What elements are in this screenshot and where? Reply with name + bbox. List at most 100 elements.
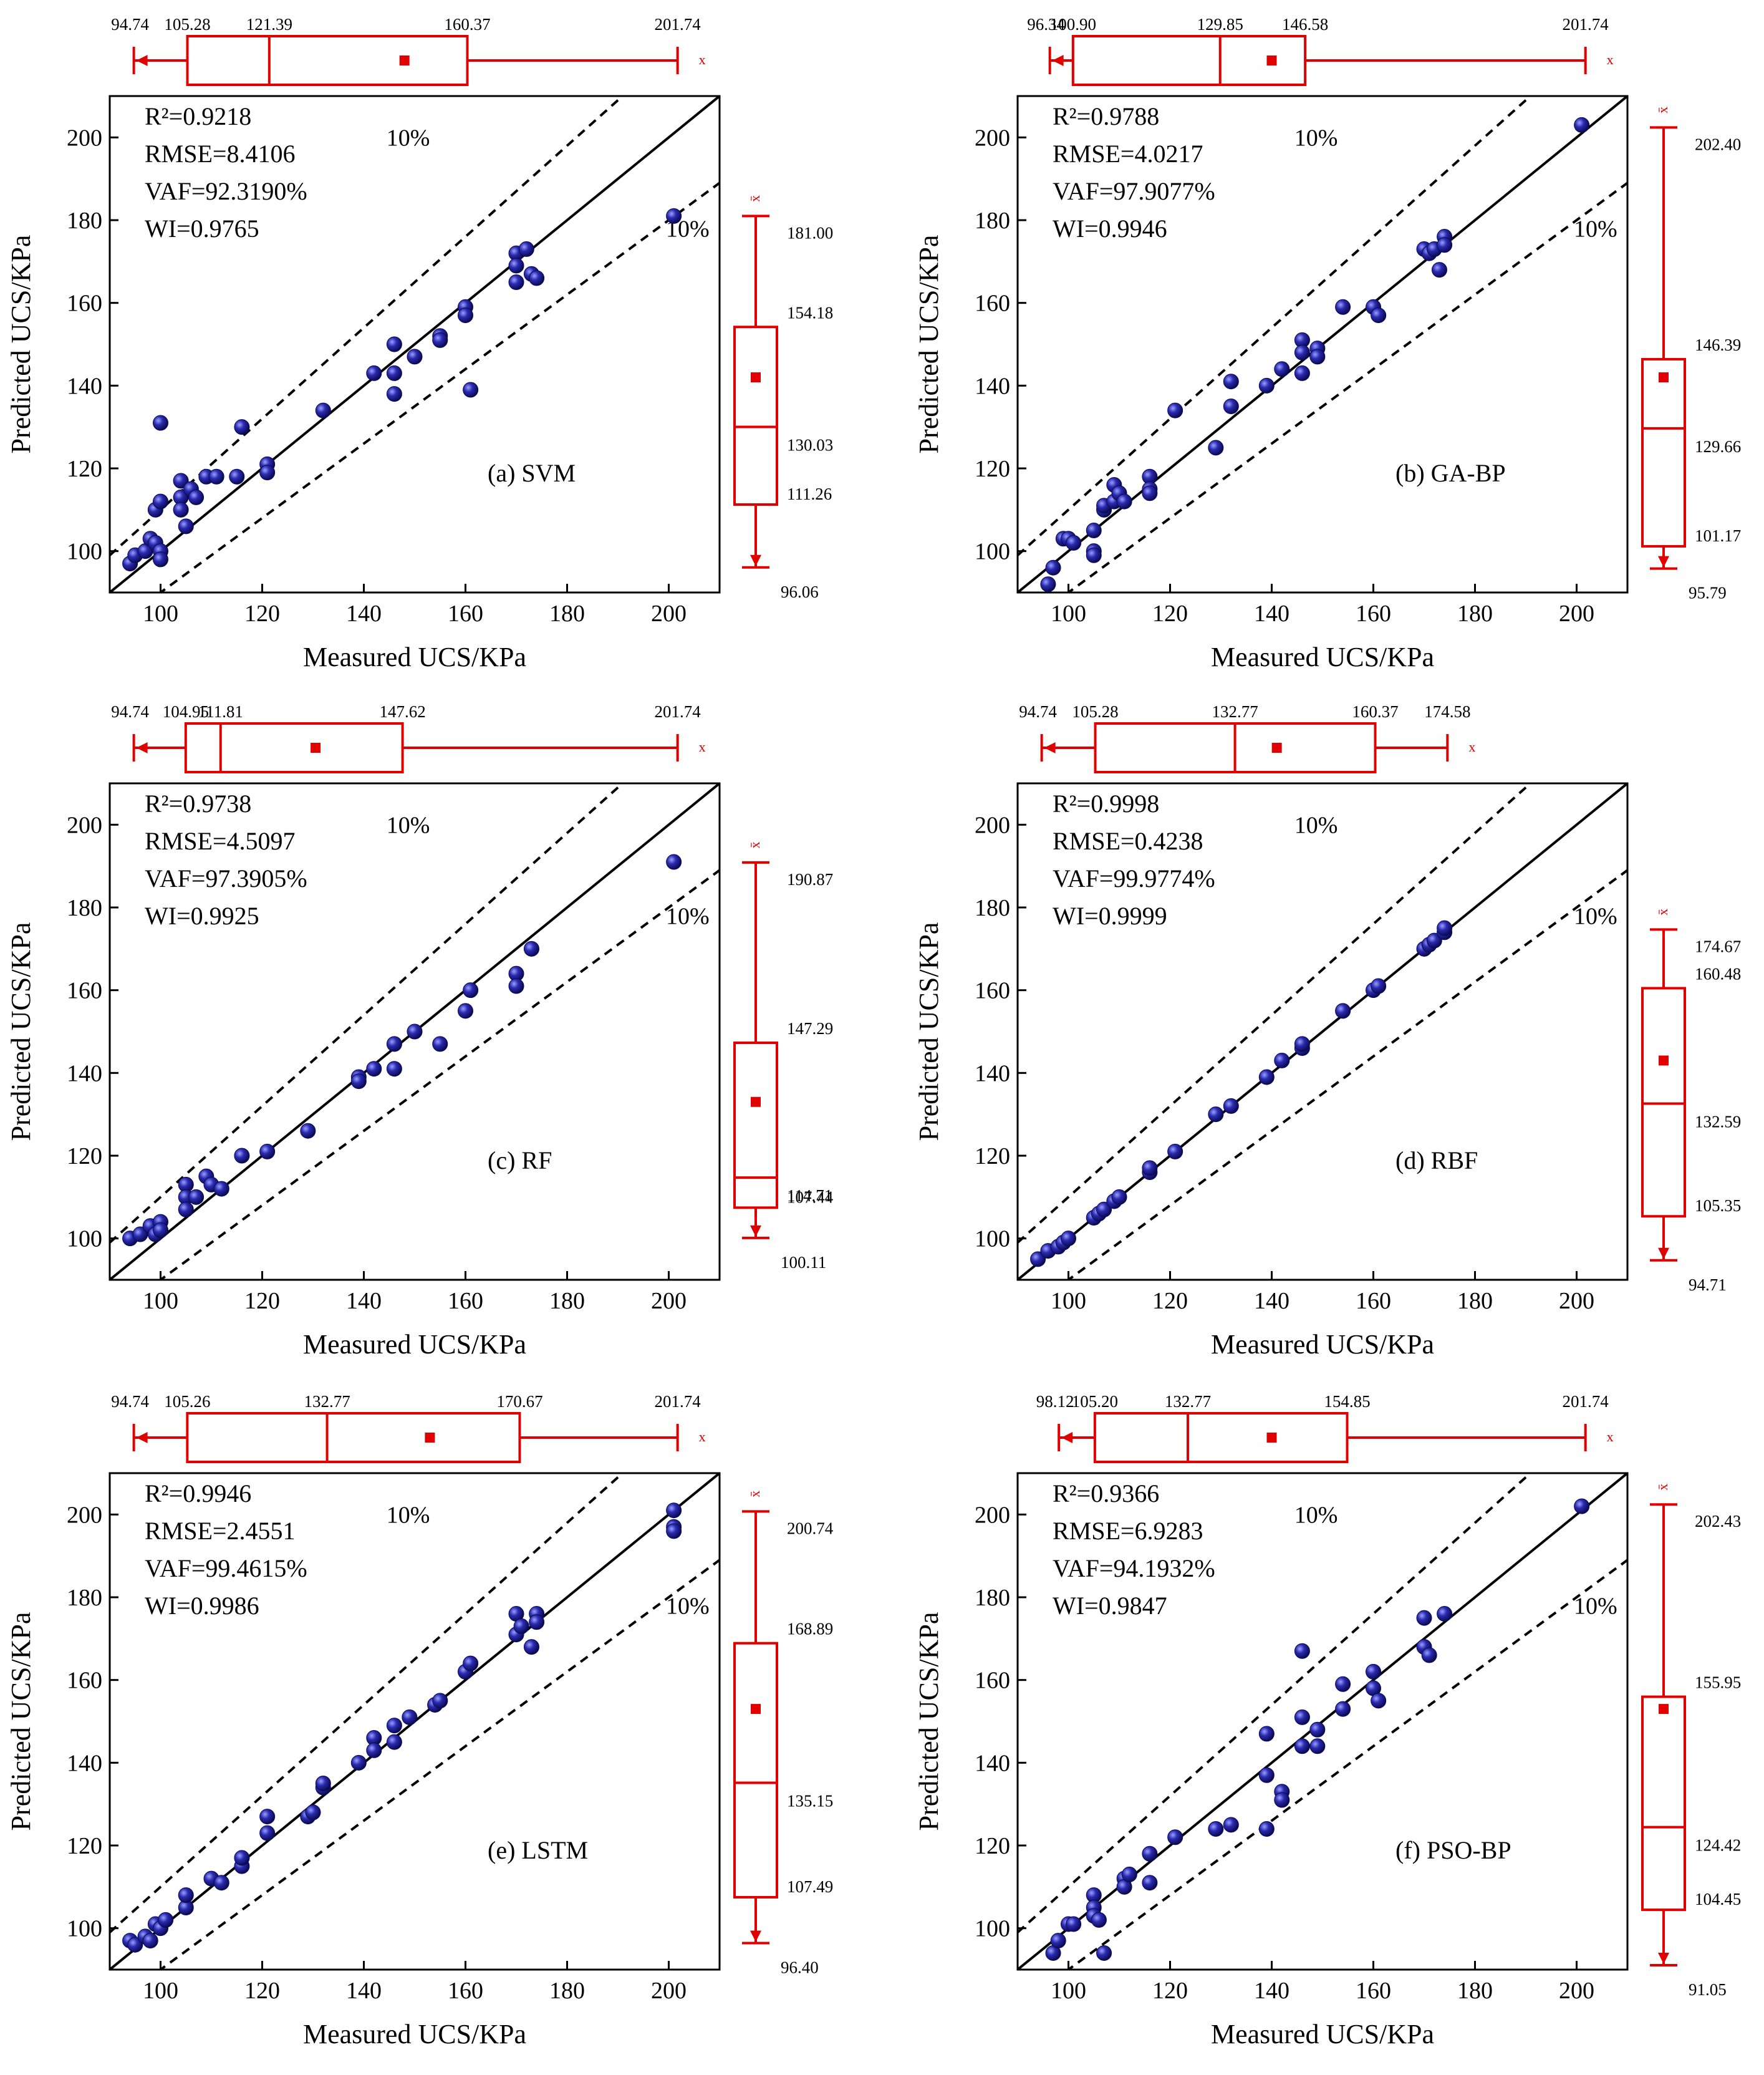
- x-tick-label: 120: [244, 1288, 280, 1314]
- x-mean-marker: [1271, 743, 1282, 753]
- y-q1-label: 111.26: [787, 485, 832, 503]
- x-arrow-low: [1061, 1432, 1073, 1443]
- y-q1-label: 107.44: [787, 1187, 834, 1206]
- y-arrow-low: [1658, 1247, 1669, 1259]
- y-axis-title: Predicted UCS/KPa: [913, 922, 944, 1141]
- data-point: [463, 982, 479, 999]
- y-tick-label: 140: [975, 373, 1010, 399]
- y-max-label: 174.67: [1695, 937, 1741, 955]
- x-q1-label: 105.28: [164, 15, 210, 34]
- upper-band-label: 10%: [387, 125, 430, 152]
- data-point: [1096, 1201, 1112, 1217]
- y-q3-label: 154.18: [787, 303, 833, 322]
- x-mean-key: x: [1607, 52, 1614, 67]
- y-axis-title: Predicted UCS/KPa: [6, 1612, 36, 1831]
- data-point: [1437, 1606, 1453, 1622]
- x-axis-title: Measured UCS/KPa: [303, 642, 526, 672]
- x-q1-label: 104.95: [163, 702, 209, 721]
- data-point: [1309, 1721, 1326, 1738]
- data-point: [1066, 534, 1082, 551]
- data-point: [458, 307, 473, 324]
- x-mean-key: x: [1607, 1429, 1614, 1444]
- data-point: [1258, 1767, 1275, 1783]
- panel-0: 100 120 140 160 180 200 100 120 140 160 180 200 Meas…: [6, 15, 833, 672]
- y-min-label: 94.71: [1689, 1275, 1727, 1294]
- x-box: [1093, 1412, 1349, 1463]
- upper-10pct-line: [110, 1473, 625, 1933]
- upper-10pct-line: [1018, 1473, 1533, 1933]
- x-arrow-low: [136, 55, 148, 66]
- y-max-label: 181.00: [787, 223, 833, 242]
- stat-line: WI=0.9986: [145, 1592, 259, 1620]
- x-median-label: 121.39: [246, 15, 292, 34]
- data-point: [1431, 262, 1447, 278]
- x-min-label: 94.74: [111, 15, 149, 34]
- x-tick-label: 180: [1457, 1288, 1493, 1314]
- data-point: [1223, 1817, 1239, 1833]
- x-axis-title: Measured UCS/KPa: [303, 2019, 526, 2049]
- y-min-label: 91.05: [1689, 1980, 1727, 1999]
- data-point: [315, 402, 331, 418]
- data-point: [1335, 1003, 1351, 1019]
- y-q1-label: 107.49: [787, 1877, 833, 1896]
- upper-band-label: 10%: [387, 1502, 430, 1529]
- x-mean-marker: [1266, 1433, 1277, 1443]
- data-point: [1111, 1189, 1127, 1205]
- x-tick-label: 180: [549, 1978, 585, 2004]
- data-point: [1223, 1098, 1239, 1114]
- lower-10pct-line: [1066, 869, 1627, 1280]
- data-point: [666, 1502, 682, 1519]
- panel-1: 100 120 140 160 180 200 100 120 140 160 180 200 Meas…: [913, 15, 1741, 672]
- y-median-label: 135.15: [787, 1792, 833, 1811]
- x-tick-label: 100: [1051, 1978, 1086, 2004]
- data-point: [188, 1189, 205, 1205]
- data-point: [458, 1003, 473, 1019]
- y-mean-key: x̄: [1655, 909, 1670, 916]
- data-point: [208, 468, 224, 485]
- x-box: [186, 35, 469, 86]
- y-min-label: 95.79: [1689, 584, 1727, 602]
- x-arrow-low: [136, 742, 148, 753]
- plot-frame: [108, 1472, 721, 1971]
- data-point: [1142, 1845, 1158, 1862]
- x-boxplot: 94.74 105.28 121.39 160.37 201.74 x: [111, 15, 706, 86]
- y-tick-label: 100: [975, 1916, 1010, 1942]
- y-tick-label: 120: [67, 456, 102, 482]
- upper-10pct-line: [1018, 96, 1533, 556]
- y-tick-label: 140: [67, 1750, 102, 1776]
- x-tick-label: 140: [346, 1978, 382, 2004]
- y-tick-label: 200: [975, 812, 1010, 838]
- data-point: [173, 473, 189, 489]
- x-max-label: 174.58: [1424, 702, 1470, 721]
- data-point: [153, 415, 168, 431]
- x-tick-label: 160: [448, 1978, 483, 2004]
- data-point: [529, 1614, 545, 1630]
- data-point: [1274, 361, 1290, 377]
- stat-line: VAF=99.9774%: [1053, 864, 1215, 892]
- y-boxplot: 174.67 160.48 132.59 105.35 94.71 x̄: [1641, 909, 1741, 1294]
- y-box: [733, 1642, 778, 1898]
- data-point: [1294, 1643, 1310, 1659]
- x-min-label: 94.74: [1019, 702, 1057, 721]
- stat-line: WI=0.9946: [1053, 215, 1167, 243]
- y-max-label: 200.74: [787, 1519, 834, 1537]
- x-median-label: 132.77: [1165, 1392, 1211, 1411]
- reference-lines: [110, 96, 720, 593]
- y-mean-key: x̄: [1655, 1484, 1670, 1491]
- model-label: (c) RF: [488, 1146, 552, 1174]
- data-point: [1426, 932, 1442, 949]
- plot-frame: [1016, 1472, 1629, 1971]
- y-mean-marker: [751, 1096, 761, 1107]
- x-q1-label: 105.26: [164, 1392, 210, 1411]
- x-tick-label: 180: [1457, 601, 1493, 627]
- model-label: (e) LSTM: [488, 1836, 588, 1864]
- upper-10pct-line: [110, 783, 625, 1244]
- y-mean-marker: [1659, 1704, 1669, 1715]
- x-q1-label: 105.20: [1072, 1392, 1118, 1411]
- x-tick-label: 120: [1152, 601, 1188, 627]
- y-median-label: 124.42: [1695, 1836, 1741, 1855]
- identity-line: [1018, 1473, 1627, 1970]
- x-box: [186, 1412, 521, 1463]
- data-point: [513, 1618, 529, 1634]
- x-tick-label: 140: [1254, 601, 1289, 627]
